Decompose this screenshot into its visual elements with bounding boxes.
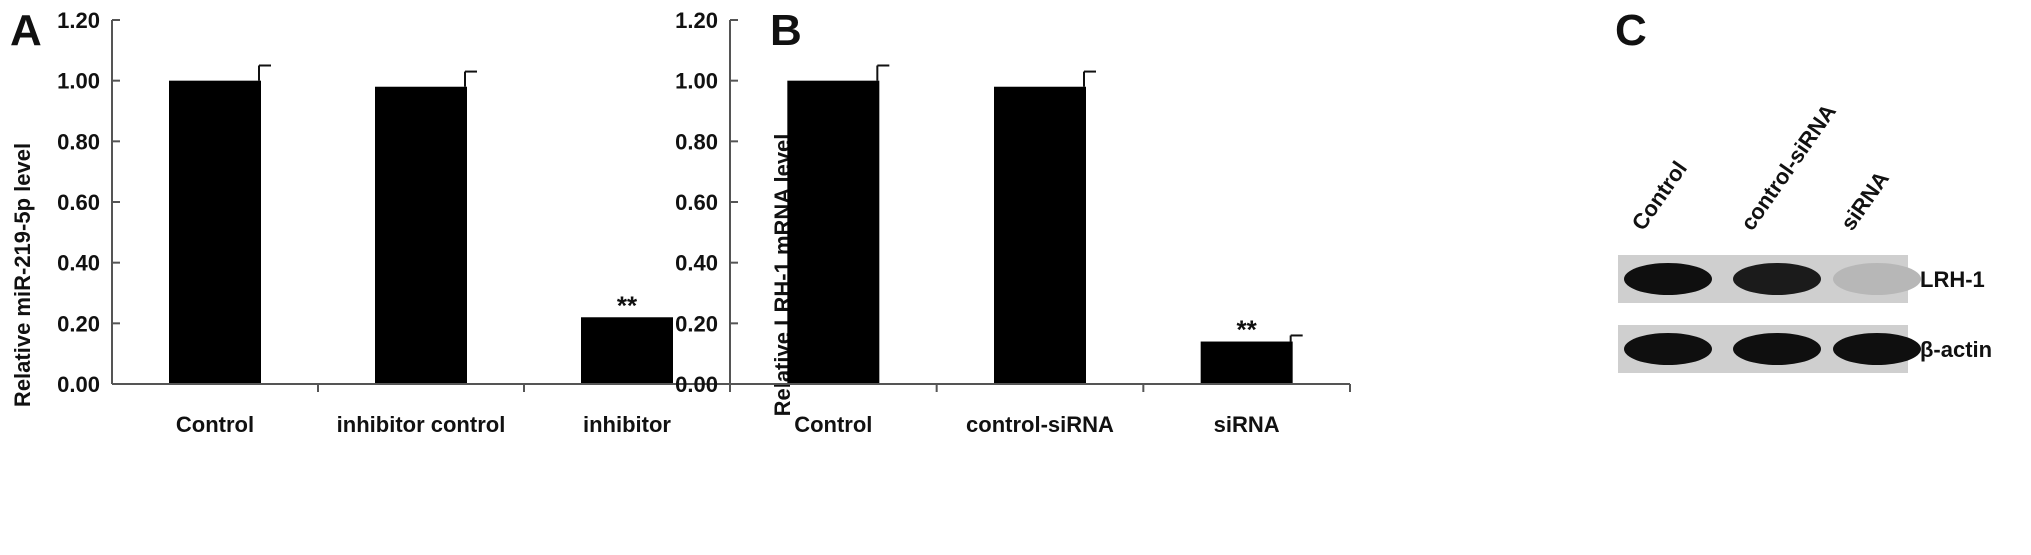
panel-b-bar <box>994 86 1086 384</box>
panel-a-chart: A Relative miR-219-5p level 0.00 0.20 0.40… <box>10 6 731 437</box>
panel-a-y-tick-label: 0.40 <box>57 251 100 276</box>
blot-band <box>1833 333 1921 365</box>
panel-b-category-label: siRNA <box>1214 412 1280 437</box>
panel-a-significance-marker: ** <box>617 290 638 320</box>
panel-a-letter: A <box>10 6 42 55</box>
panel-a-category-labels: Control inhibitor control inhibitor <box>176 412 672 437</box>
blot-row-label: β-actin <box>1920 337 1992 362</box>
panel-b-category-label: control-siRNA <box>966 412 1114 437</box>
panel-b-y-tick-label: 0.40 <box>675 251 718 276</box>
panel-a-y-tick-label: 1.00 <box>57 69 100 94</box>
blot-band <box>1833 263 1921 295</box>
panel-c-letter: C <box>1615 6 1647 55</box>
panel-a-category-label: inhibitor <box>583 412 671 437</box>
panel-b-y-tick-label: 0.00 <box>675 372 718 397</box>
panel-a-bar <box>375 86 467 384</box>
panel-b-chart: B Relative LRH-1 mRNA level 0.000.200.40… <box>675 6 1351 437</box>
panel-b-y-tick-label: 1.20 <box>675 8 718 33</box>
panel-a-y-tick-label: 1.20 <box>57 8 100 33</box>
panel-b-letter: B <box>770 6 802 55</box>
blot-strips: LRH-1 β-actin <box>1618 255 1992 373</box>
panel-b-y-tick-label: 0.20 <box>675 311 718 336</box>
panel-b-category-labels: Control control-siRNA siRNA <box>794 412 1280 437</box>
blot-band <box>1624 333 1712 365</box>
panel-a-category-label: Control <box>176 412 254 437</box>
panel-b-y-tick-label: 0.60 <box>675 190 718 215</box>
blot-row-label: LRH-1 <box>1920 267 1985 292</box>
blot-band <box>1733 333 1821 365</box>
blot-lane-label: Control <box>1627 156 1692 234</box>
panel-b-y-ticks: 0.00 0.20 0.40 0.60 0.80 1.00 1.20 <box>675 8 1351 397</box>
panel-a-bar <box>581 317 673 384</box>
panel-a-y-ticks: 0.00 0.20 0.40 0.60 0.80 1.00 1.20 <box>57 8 731 397</box>
panel-a-y-tick-label: 0.20 <box>57 311 100 336</box>
blot-lane-label: control-siRNA <box>1736 99 1841 235</box>
panel-b-category-label: Control <box>794 412 872 437</box>
panel-b-bar <box>1200 341 1293 384</box>
blot-lane-label: siRNA <box>1836 166 1894 235</box>
panel-a-y-tick-label: 0.00 <box>57 372 100 397</box>
panel-a-y-tick-label: 0.60 <box>57 190 100 215</box>
panel-b-bars: ** <box>787 64 1303 385</box>
blot-band <box>1733 263 1821 295</box>
panel-b-y-tick-label: 0.80 <box>675 129 718 154</box>
panel-b-y-tick-label: 1.00 <box>675 69 718 94</box>
panel-b-significance-marker: ** <box>1237 315 1258 345</box>
panel-a-category-label: inhibitor control <box>337 412 506 437</box>
blot-band <box>1624 263 1712 295</box>
panel-a-bars: ** <box>169 64 673 385</box>
panel-a-y-tick-label: 0.80 <box>57 129 100 154</box>
panel-a-bar <box>169 80 261 385</box>
panel-b-bar <box>787 80 880 385</box>
panel-a-y-axis-title: Relative miR-219-5p level <box>10 143 35 407</box>
